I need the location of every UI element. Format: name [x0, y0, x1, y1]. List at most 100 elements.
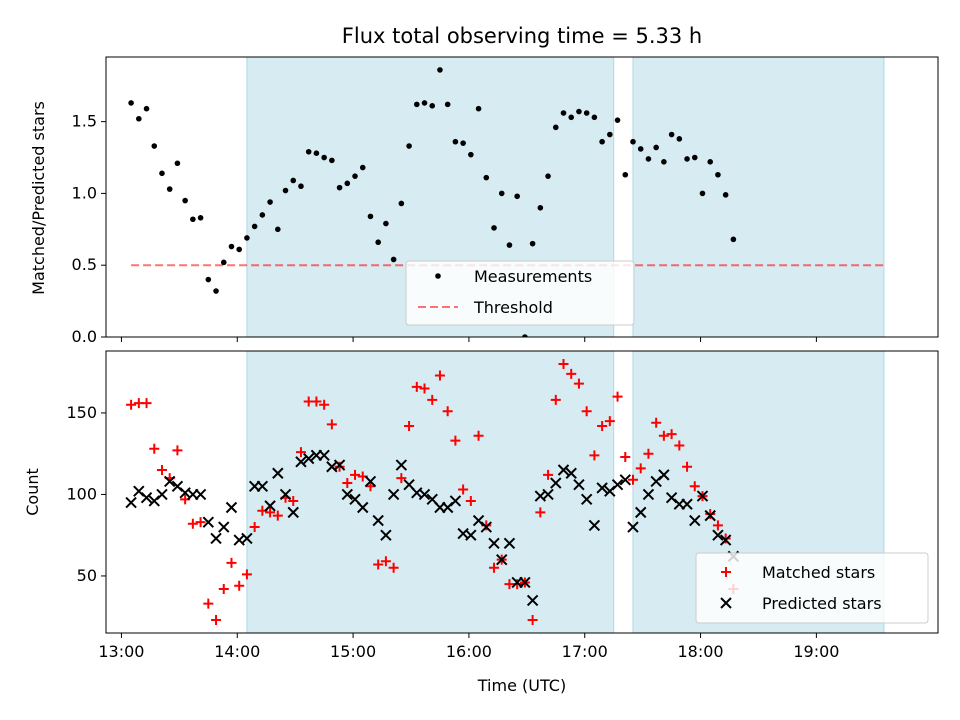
predicted-point	[642, 488, 655, 501]
predicted-point	[272, 467, 284, 479]
measurement-point	[437, 67, 443, 73]
measurement-point	[190, 216, 196, 223]
predicted-point	[627, 521, 639, 533]
matched-point	[705, 509, 716, 520]
predicted-point	[573, 478, 585, 491]
predicted-point	[264, 500, 276, 512]
measurement-point	[637, 146, 644, 152]
measurement-point	[166, 186, 173, 192]
matched-point	[265, 507, 276, 518]
predicted-point	[341, 488, 354, 501]
measurement-point	[738, 0, 744, 3]
predicted-point	[395, 459, 408, 471]
y-tick-label: 0.5	[72, 255, 97, 274]
measurement-point	[699, 190, 706, 197]
measurement-point	[668, 131, 675, 138]
matched-point	[396, 473, 407, 484]
matched-point	[674, 440, 685, 451]
predicted-point	[364, 475, 377, 488]
matched-point	[226, 557, 237, 568]
matched-point	[311, 396, 322, 407]
measurement-point	[367, 213, 374, 220]
measurement-point	[614, 117, 621, 123]
matched-point	[272, 510, 283, 521]
predicted-point	[658, 469, 670, 481]
measurement-point	[854, 0, 860, 3]
predicted-point	[295, 456, 307, 468]
measurement-point	[568, 114, 575, 121]
matched-point	[319, 399, 330, 410]
predicted-point	[218, 521, 230, 533]
predicted-point	[681, 498, 693, 510]
measurement-point	[228, 243, 235, 250]
plot-frame	[105, 56, 939, 338]
y-tick-label: 1.5	[72, 112, 97, 131]
series-matched-stars	[126, 359, 739, 625]
matched-point	[404, 420, 415, 431]
matched-point	[249, 522, 260, 533]
matched-point	[612, 391, 623, 402]
predicted-point	[210, 532, 222, 545]
matched-point	[573, 378, 584, 389]
measurement-point	[754, 0, 760, 3]
measurement-point	[336, 184, 343, 191]
predicted-point	[519, 576, 531, 589]
measurement-point	[870, 0, 876, 3]
measurement-point	[877, 0, 883, 3]
x-tick-label: 17:00	[562, 642, 608, 661]
matched-point	[373, 559, 384, 570]
measurement-point	[583, 110, 590, 116]
measurement-point	[483, 174, 490, 181]
measurement-point	[839, 0, 845, 3]
predicted-point	[225, 501, 238, 514]
measurement-point	[800, 0, 806, 3]
predicted-point	[256, 480, 269, 493]
predicted-point	[557, 464, 570, 476]
measurement-point	[406, 143, 412, 149]
matched-point	[489, 562, 500, 573]
matched-point	[643, 448, 654, 459]
matched-point	[527, 614, 538, 625]
matched-point	[195, 517, 206, 528]
measurement-point	[831, 0, 837, 3]
matched-point	[218, 583, 229, 594]
measurement-point	[545, 173, 551, 179]
measurement-point	[715, 171, 721, 178]
measurement-point	[777, 0, 783, 3]
measurement-point	[522, 334, 528, 337]
predicted-point	[156, 488, 168, 501]
predicted-point	[318, 449, 330, 462]
predicted-point	[696, 490, 709, 502]
matched-point	[627, 474, 638, 485]
x-tick-label: 19:00	[793, 642, 839, 661]
predicted-point	[333, 459, 346, 471]
predicted-point	[689, 514, 701, 527]
predicted-point	[380, 529, 392, 541]
measurement-point	[769, 0, 775, 3]
measurement-point	[444, 101, 451, 108]
matched-point	[620, 451, 631, 462]
y-tick-label: 0.0	[72, 327, 97, 346]
matched-point	[427, 394, 438, 405]
matched-point	[365, 481, 376, 492]
measurement-point	[808, 0, 814, 3]
measurement-point	[213, 288, 219, 294]
matched-point	[388, 562, 399, 573]
predicted-point	[565, 467, 577, 479]
predicted-point	[542, 488, 554, 501]
series-predicted-stars	[125, 449, 740, 607]
predicted-point	[387, 488, 400, 501]
measurement-point	[251, 223, 258, 230]
predicted-point	[488, 537, 500, 550]
matched-point	[604, 416, 615, 427]
legend-label-predicted: Predicted stars	[762, 594, 882, 613]
x-tick-label: 14:00	[214, 642, 260, 661]
measurement-point	[676, 136, 683, 142]
measurement-point	[275, 226, 281, 233]
measurement-point	[785, 0, 791, 3]
predicted-point	[241, 532, 253, 545]
predicted-point	[465, 529, 477, 541]
measurement-point	[630, 138, 636, 145]
x-tick-label: 13:00	[98, 642, 144, 661]
predicted-point	[202, 516, 215, 528]
